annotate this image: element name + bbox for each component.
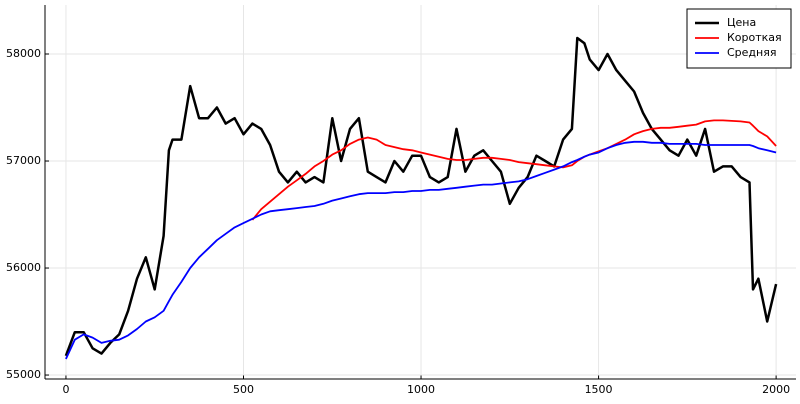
series-line xyxy=(251,119,777,221)
legend: Цена Короткая Средняя xyxy=(686,8,792,69)
legend-label: Короткая xyxy=(727,31,782,44)
y-tick-label: 57000 xyxy=(6,154,41,167)
x-tick-label: 0 xyxy=(62,383,69,396)
series-line xyxy=(65,140,777,360)
x-tick-label: 1000 xyxy=(407,383,435,396)
y-tick-label: 55000 xyxy=(6,368,41,381)
x-tick-label: 500 xyxy=(233,383,254,396)
legend-label: Цена xyxy=(727,16,756,29)
series-line xyxy=(64,36,778,357)
x-tick-label: 2000 xyxy=(762,383,790,396)
x-tick-label: 1500 xyxy=(585,383,613,396)
legend-label: Средняя xyxy=(727,46,776,59)
y-tick-label: 56000 xyxy=(6,261,41,274)
y-tick-label: 58000 xyxy=(6,47,41,60)
